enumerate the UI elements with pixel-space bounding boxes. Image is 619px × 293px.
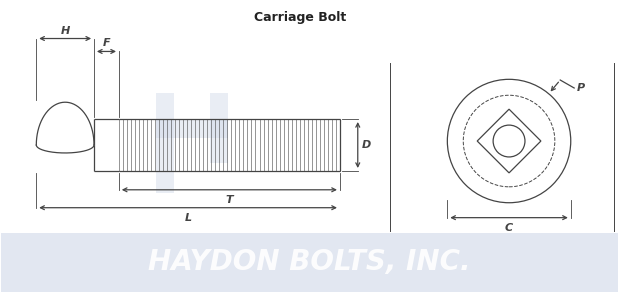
Text: T: T (225, 195, 233, 205)
Bar (156, 120, 228, 138)
Text: F: F (103, 38, 110, 48)
Text: H: H (61, 25, 70, 35)
Bar (210, 93, 228, 163)
Bar (156, 93, 174, 193)
Text: C: C (505, 223, 513, 233)
Text: L: L (184, 213, 192, 223)
Bar (1, 233, 618, 292)
Text: P: P (577, 83, 586, 93)
Text: Carriage Bolt: Carriage Bolt (254, 11, 346, 24)
Text: D: D (361, 140, 371, 150)
Text: HAYDON BOLTS, INC.: HAYDON BOLTS, INC. (148, 248, 470, 277)
